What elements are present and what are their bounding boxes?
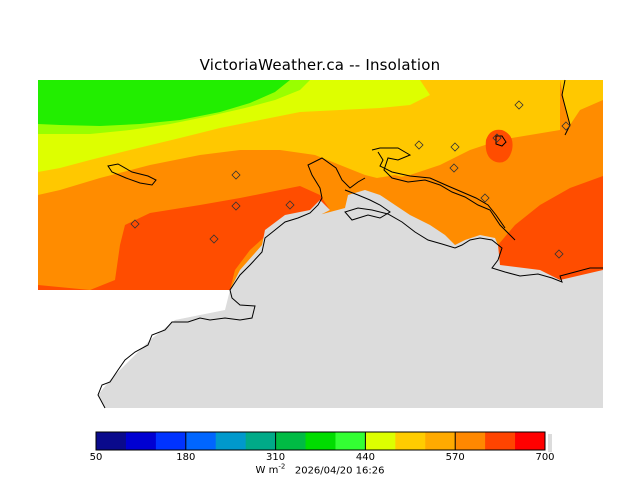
station-marker [414, 140, 424, 150]
field-orange-coast [345, 175, 500, 250]
colorbar-tick-label: 570 [445, 452, 465, 463]
colorbar-block [395, 432, 426, 450]
colorbar-block [425, 432, 456, 450]
station-marker [514, 100, 524, 110]
coastlines [97, 79, 603, 409]
colorbar-block [305, 432, 336, 450]
station-marker [130, 219, 140, 229]
colorbar-tick-label: 180 [176, 452, 196, 463]
insolation-field [38, 80, 603, 290]
colorbar-shadow [548, 434, 552, 452]
field-yellow-right [560, 80, 603, 125]
island-outline [107, 163, 157, 186]
colorbar-caption: W m-2 2026/04/20 16:26 [0, 463, 640, 476]
station-marker [554, 249, 564, 259]
colorbar-block [515, 432, 546, 450]
station-marker [561, 121, 571, 131]
colorbar-block [96, 432, 127, 450]
colorbar-block [215, 432, 247, 450]
spot-outline [495, 135, 507, 147]
colorbar-blocks [96, 432, 546, 450]
colorbar [95, 431, 552, 452]
field-red-right [498, 176, 603, 290]
station-markers [130, 100, 571, 259]
station-marker [449, 163, 459, 173]
coastline-mainland [97, 157, 366, 409]
coastline-inlet-inner [377, 151, 506, 229]
colorbar-block [485, 432, 516, 450]
coastline-east [561, 79, 571, 136]
colorbar-block [335, 432, 366, 450]
colorbar-block [275, 432, 307, 450]
station-marker [231, 170, 241, 180]
field-red-spot [485, 129, 513, 163]
station-marker [480, 193, 490, 203]
colorbar-labels: 50 180 310 440 570 700 [0, 452, 640, 466]
colorbar-ticks [185, 432, 456, 450]
coastline-inlet [371, 147, 516, 241]
colorbar-block [155, 432, 187, 450]
station-marker [285, 200, 295, 210]
station-marker [450, 142, 460, 152]
colorbar-tick-label: 440 [355, 452, 375, 463]
colorbar-block [245, 432, 277, 450]
colorbar-block [365, 432, 396, 450]
colorbar-frame [95, 431, 546, 451]
colorbar-block [125, 432, 157, 450]
map-title: VictoriaWeather.ca -- Insolation [199, 56, 441, 74]
station-marker [492, 133, 502, 143]
colorbar-tick-label: 50 [89, 452, 103, 463]
unit-label: W m-2 [255, 463, 286, 477]
station-marker [209, 234, 219, 244]
field-red-left [38, 186, 330, 290]
station-marker [231, 201, 241, 211]
field-green [38, 80, 290, 126]
colorbar-block [185, 432, 217, 450]
colorbar-tick-label: 700 [535, 452, 555, 463]
field-land-cutout [230, 190, 603, 290]
timestamp: 2026/04/20 16:26 [294, 465, 385, 477]
coastline-peninsula [344, 189, 603, 283]
colorbar-block [455, 432, 486, 450]
colorbar-tick-label: 310 [266, 452, 286, 463]
